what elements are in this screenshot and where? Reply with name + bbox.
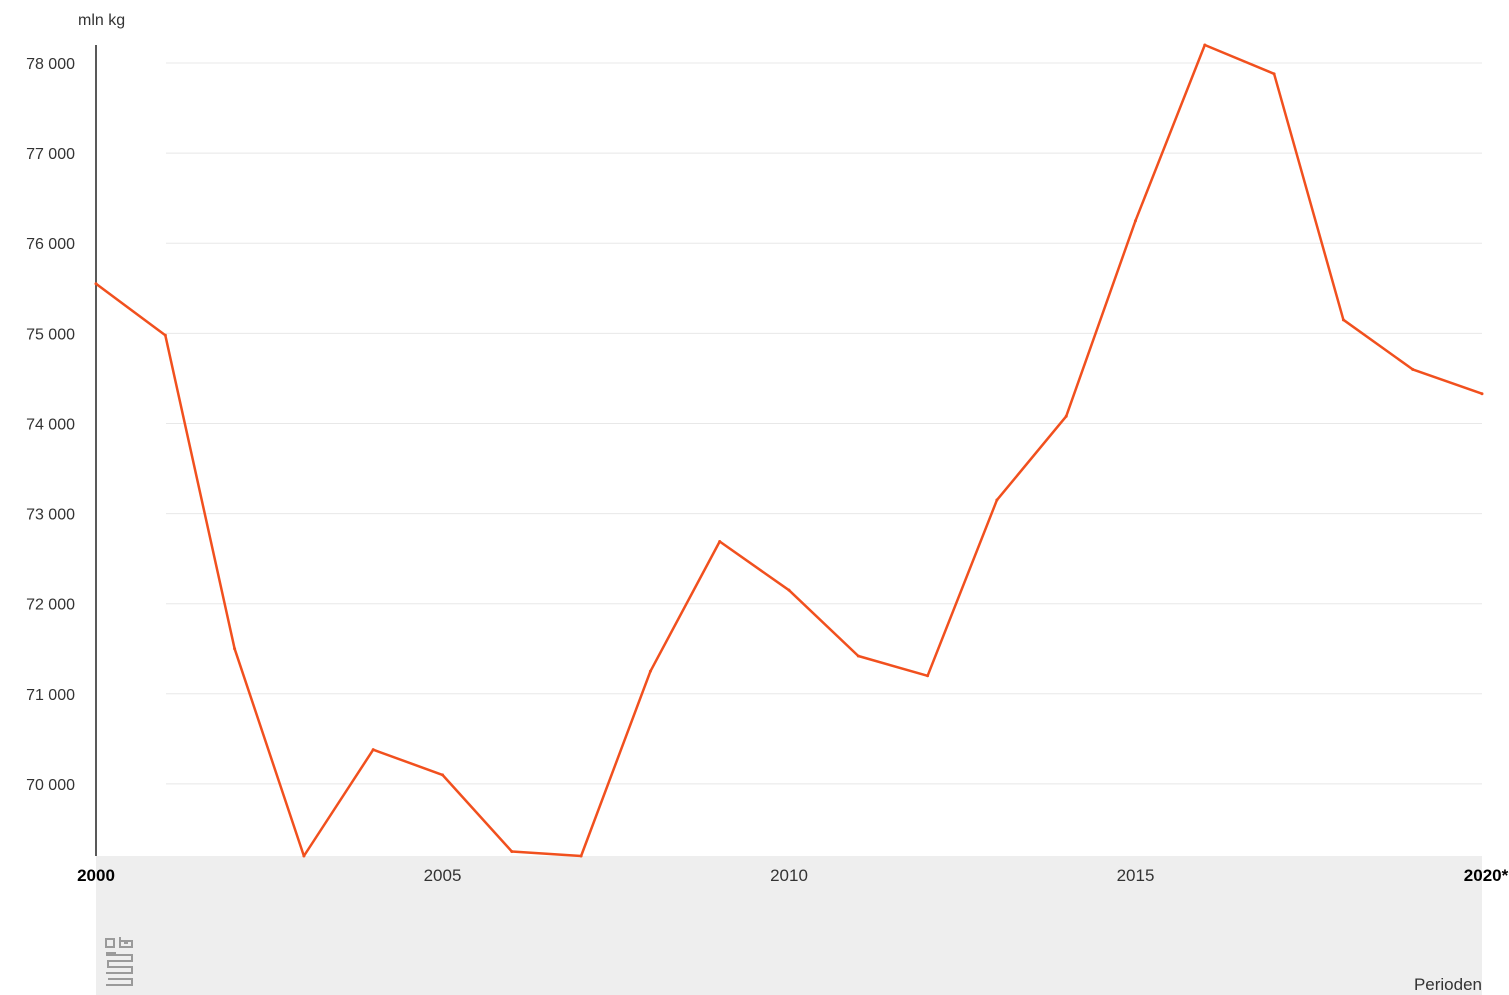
x-tick-label: 2010 [770, 866, 808, 885]
y-tick-label: 76 000 [26, 236, 75, 253]
x-tick-label: 2000 [77, 866, 115, 885]
data-point [510, 849, 514, 853]
y-tick-label: 70 000 [26, 777, 75, 794]
data-point [1341, 318, 1345, 322]
x-tick-label: 2020* [1464, 866, 1509, 885]
data-point [648, 669, 652, 673]
x-tick-labels: 2000 2005 2010 2015 2020* [77, 866, 1509, 885]
data-point [856, 654, 860, 658]
cbs-logo [105, 937, 133, 986]
data-point [1203, 43, 1207, 47]
data-point [1411, 367, 1415, 371]
grid-lines [166, 62, 1482, 785]
x-axis-label: Perioden [1414, 975, 1482, 994]
x-tick-label: 2015 [1117, 866, 1155, 885]
data-point [94, 282, 98, 286]
data-point [1480, 392, 1484, 396]
y-tick-label: 77 000 [26, 146, 75, 163]
data-point [579, 854, 583, 858]
data-point [163, 333, 167, 337]
data-point [233, 647, 237, 651]
y-tick-label: 74 000 [26, 416, 75, 433]
data-point [787, 588, 791, 592]
data-point [926, 674, 930, 678]
x-tick-label: 2005 [424, 866, 462, 885]
data-point [1134, 219, 1137, 223]
y-tick-label: 73 000 [26, 507, 75, 524]
data-point [718, 540, 722, 544]
data-point [441, 773, 444, 777]
y-unit-label: mln kg [78, 12, 125, 29]
data-point [1064, 414, 1068, 418]
y-tick-label: 72 000 [26, 597, 75, 614]
y-tick-label: 71 000 [26, 687, 75, 704]
data-point [995, 498, 999, 502]
data-point [371, 748, 375, 752]
x-axis-band [96, 856, 1482, 995]
data-point [1272, 72, 1276, 76]
y-tick-labels: 70 000 71 000 72 000 73 000 74 000 75 000 76 0… [26, 56, 75, 794]
data-point [302, 854, 306, 858]
y-tick-label: 75 000 [26, 326, 75, 343]
series-group [94, 43, 1484, 858]
y-tick-label: 78 000 [26, 56, 75, 73]
series-line [95, 43, 1483, 858]
